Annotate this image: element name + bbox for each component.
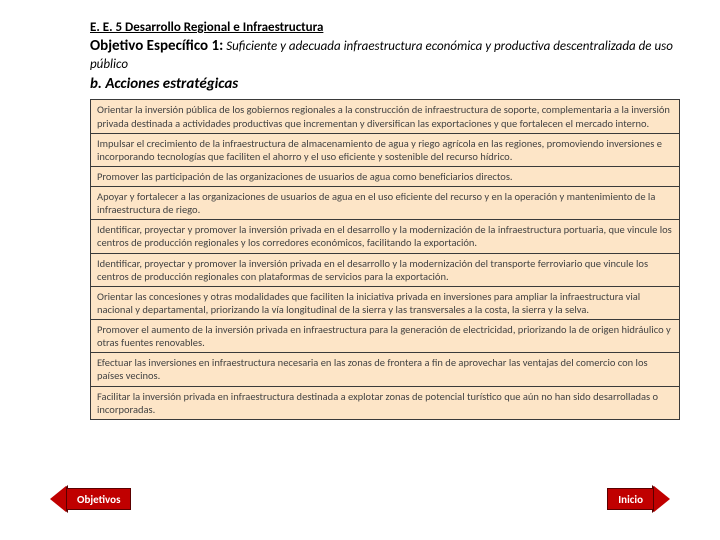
action-cell: Facilitar la inversión privada en infrae… — [91, 386, 680, 419]
table-row: Promover el aumento de la inversión priv… — [91, 320, 680, 353]
home-label: Inicio — [607, 488, 654, 510]
action-cell: Identificar, proyectar y promover la inv… — [91, 253, 680, 286]
table-row: Apoyar y fortalecer a las organizaciones… — [91, 187, 680, 220]
arrow-right-icon — [654, 486, 670, 512]
table-row: Orientar la inversión pública de los gob… — [91, 100, 680, 133]
table-row: Impulsar el crecimiento de la infraestru… — [91, 133, 680, 166]
action-cell: Orientar las concesiones y otras modalid… — [91, 286, 680, 319]
action-cell: Promover el aumento de la inversión priv… — [91, 320, 680, 353]
table-row: Promover las participación de las organi… — [91, 166, 680, 186]
action-cell: Orientar la inversión pública de los gob… — [91, 100, 680, 133]
sub-heading: b. Acciones estratégicas — [90, 75, 680, 93]
table-row: Identificar, proyectar y promover la inv… — [91, 220, 680, 253]
action-cell: Apoyar y fortalecer a las organizaciones… — [91, 187, 680, 220]
objective-label: Objetivo Específico 1: — [90, 37, 223, 55]
action-cell: Impulsar el crecimiento de la infraestru… — [91, 133, 680, 166]
action-cell: Promover las participación de las organi… — [91, 166, 680, 186]
arrow-left-icon — [50, 486, 66, 512]
action-cell: Efectuar las inversiones en infraestruct… — [91, 353, 680, 386]
table-row: Orientar las concesiones y otras modalid… — [91, 286, 680, 319]
table-row: Identificar, proyectar y promover la inv… — [91, 253, 680, 286]
actions-table: Orientar la inversión pública de los gob… — [90, 99, 680, 419]
section-heading: E. E. 5 Desarrollo Regional e Infraestru… — [90, 20, 680, 35]
back-label: Objetivos — [66, 488, 131, 510]
objective-line: Objetivo Específico 1: Suficiente y adec… — [90, 37, 680, 73]
back-button[interactable]: Objetivos — [50, 486, 131, 512]
action-cell: Identificar, proyectar y promover la inv… — [91, 220, 680, 253]
table-row: Facilitar la inversión privada en infrae… — [91, 386, 680, 419]
home-button[interactable]: Inicio — [607, 486, 670, 512]
table-row: Efectuar las inversiones en infraestruct… — [91, 353, 680, 386]
